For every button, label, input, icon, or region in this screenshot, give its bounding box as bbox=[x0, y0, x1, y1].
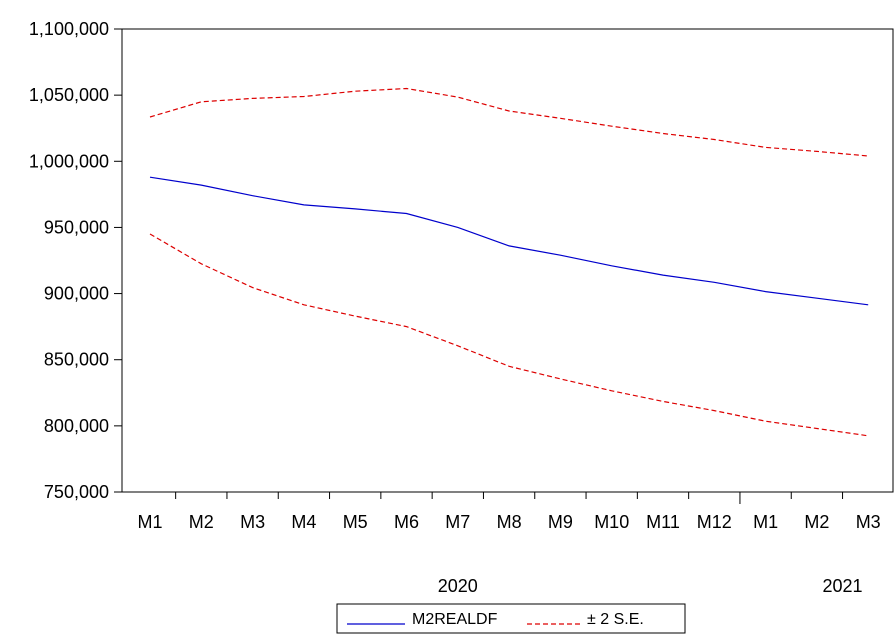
x-tick-label: M7 bbox=[445, 512, 470, 532]
plot-frame bbox=[121, 28, 894, 493]
x-tick-label: M5 bbox=[343, 512, 368, 532]
lower-band-line bbox=[149, 233, 869, 437]
x-tick-label: M2 bbox=[189, 512, 214, 532]
x-tick-label: M2 bbox=[804, 512, 829, 532]
y-tick-label: 1,100,000 bbox=[29, 19, 109, 39]
legend-box bbox=[336, 603, 686, 634]
x-tick-label: M10 bbox=[594, 512, 629, 532]
upper-band-line bbox=[149, 87, 869, 157]
y-tick-label: 950,000 bbox=[44, 217, 109, 237]
x-tick-label: M6 bbox=[394, 512, 419, 532]
y-tick-label: 850,000 bbox=[44, 350, 109, 370]
x-tick-label: M11 bbox=[646, 512, 680, 532]
y-tick-label: 900,000 bbox=[44, 284, 109, 304]
x-tick-label: M1 bbox=[137, 512, 162, 532]
plot-area-border bbox=[121, 28, 894, 493]
m2realdf-line bbox=[149, 176, 869, 306]
y-axis: 750,000 800,000 850,000 900,000 950,000 1,000… bbox=[29, 19, 122, 502]
legend: M2REALDF ± 2 S.E. bbox=[336, 603, 686, 634]
x-tick-label: M1 bbox=[753, 512, 778, 532]
x-tick-label: M8 bbox=[497, 512, 522, 532]
x-tick-label: M4 bbox=[291, 512, 316, 532]
x-tick-label: M3 bbox=[856, 512, 881, 532]
y-tick-label: 1,000,000 bbox=[29, 151, 109, 171]
y-tick-label: 800,000 bbox=[44, 416, 109, 436]
x-year-label: 2021 bbox=[823, 576, 863, 596]
legend-label-m2realdf: M2REALDF bbox=[412, 611, 498, 628]
y-tick-label: 750,000 bbox=[44, 482, 109, 502]
x-tick-label: M9 bbox=[548, 512, 573, 532]
legend-label-band: ± 2 S.E. bbox=[587, 611, 644, 628]
x-tick-label: M3 bbox=[240, 512, 265, 532]
series-lines bbox=[149, 87, 869, 437]
x-tick-label: M12 bbox=[697, 512, 732, 532]
y-tick-label: 1,050,000 bbox=[29, 85, 109, 105]
x-year-label: 2020 bbox=[438, 576, 478, 596]
x-axis: M1 M2 M3 M4 M5 M6 M7 M8 M9 M10 M11 M12 M1 M2 M3 2020 202… bbox=[137, 492, 881, 596]
